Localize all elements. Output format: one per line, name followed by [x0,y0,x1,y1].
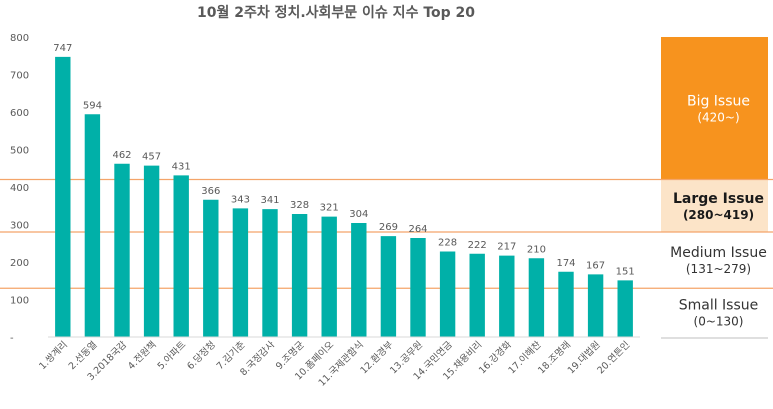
data-label: 228 [438,238,457,249]
bar [173,175,189,337]
level-panel: Big Issue(420~) Large Issue(280~419) Mediu… [661,37,768,339]
data-label: 210 [527,244,546,255]
y-tick-label: 600 [10,108,29,119]
bar [114,163,130,337]
bar [439,251,456,337]
x-tick-label: 6.당정청 [185,339,218,372]
bar [587,274,604,337]
y-tick-label: 800 [10,33,29,44]
bar [84,114,101,337]
bar [262,209,278,337]
data-label: 594 [83,100,102,111]
y-axis: - 100 200 300 400 500 600 700 800 [10,33,29,344]
data-label: 366 [201,186,220,197]
bar [351,223,367,337]
data-label: 431 [172,161,191,172]
level-band-1 [661,179,768,232]
bar [410,238,426,337]
y-tick-label: 300 [10,221,29,232]
level-range: (280~419) [683,208,754,222]
level-band-3 [661,287,768,337]
bar [321,216,337,337]
data-label: 747 [53,43,72,54]
bars [55,56,633,337]
level-range: (420~) [697,110,739,124]
level-name: Medium Issue [670,245,767,261]
data-label: 269 [379,222,398,233]
bar [528,258,545,337]
y-tick-label: - [10,333,14,344]
y-tick-label: 100 [10,296,29,307]
y-tick-label: 500 [10,146,29,157]
bar [291,214,308,337]
bar [232,208,249,337]
bar [203,199,219,337]
x-axis: 1.쌍계리2.선동열3.2018국감4.전원책5.아파트6.당정청7.김기춘8.… [36,336,640,389]
data-label: 304 [349,209,368,220]
y-tick-label: 200 [10,258,29,269]
data-label: 341 [260,195,279,206]
x-tick-label: 5.아파트 [156,339,189,372]
data-label: 328 [290,200,309,211]
level-range: (131~279) [686,262,751,276]
data-label: 167 [586,260,605,271]
level-name: Small Issue [679,297,759,313]
bar [469,253,485,337]
bar [499,255,515,337]
data-label: 264 [408,224,427,235]
data-label: 174 [556,258,575,269]
y-tick-label: 400 [10,183,29,194]
bar [55,56,71,337]
level-band-0 [661,37,768,180]
data-label: 222 [468,240,487,251]
bar [617,280,633,337]
y-tick-label: 700 [10,71,29,82]
data-label: 151 [616,266,635,277]
x-tick-label: 1.쌍계리 [36,339,69,372]
bar [143,165,160,337]
level-name: Big Issue [687,93,750,109]
data-label: 321 [320,203,339,214]
data-label: 217 [497,242,516,253]
bar [558,271,574,337]
level-name: Large Issue [673,191,764,207]
data-label: 462 [112,150,131,161]
level-band-2 [661,232,768,288]
x-tick-label: 4.전원책 [126,339,159,372]
chart-title: 10월 2주차 정치.사회부문 이슈 지수 Top 20 [197,4,475,21]
data-label: 457 [142,152,161,163]
data-label: 343 [231,194,250,205]
x-tick-label: 20.연튼인 [595,339,632,376]
data-labels: 747 594 462 457 431 366 343 341 328 321 304 269 264 2… [53,43,634,278]
level-range: (0~130) [694,314,744,328]
bar [380,236,397,337]
